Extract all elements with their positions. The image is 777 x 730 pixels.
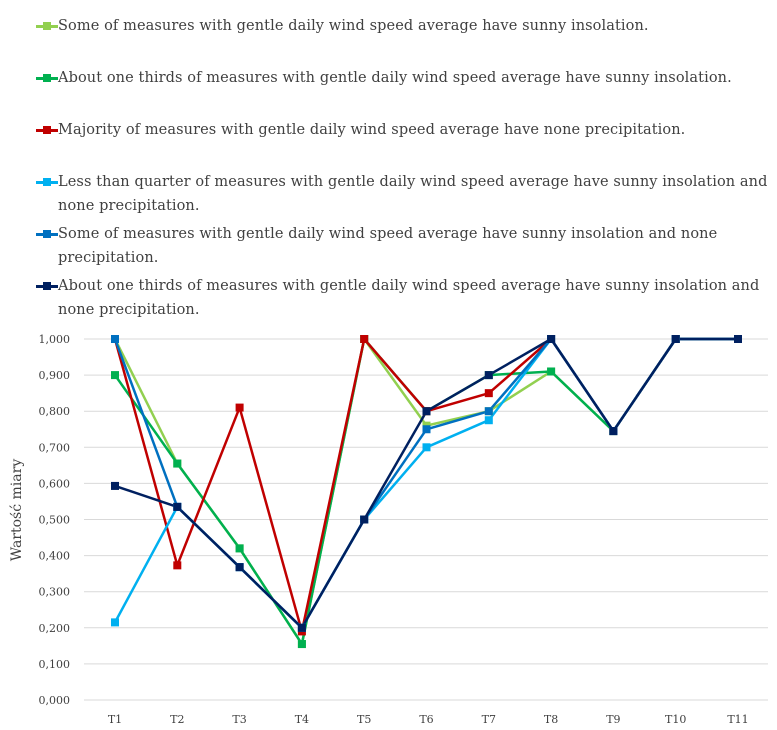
data-point-s6-T8	[547, 335, 556, 343]
data-point-s6-T4	[297, 623, 306, 632]
y-tick-label: 0,400	[39, 550, 71, 563]
data-point-s3-T3	[235, 403, 244, 412]
legend-swatch-2	[36, 68, 58, 88]
data-point-s5-T1	[111, 335, 119, 343]
legend-label-4: Less than quarter of measures with gentl…	[58, 174, 768, 214]
data-point-s6-T3	[235, 563, 244, 572]
y-tick-label: 0,600	[39, 477, 71, 490]
data-point-s4-T1	[111, 618, 119, 627]
y-tick-label: 0,000	[39, 694, 71, 707]
series-markers	[111, 335, 742, 649]
data-point-s6-T1	[111, 481, 119, 490]
data-point-s5-T7	[484, 407, 493, 416]
legend-item-5: Some of measures with gentle daily wind …	[36, 224, 771, 270]
x-tick-label: T7	[482, 713, 496, 726]
data-point-s6-T7	[484, 371, 493, 380]
y-tick-label: 1,000	[39, 333, 71, 346]
x-tick-label: T8	[544, 713, 558, 726]
x-tick-label: T2	[170, 713, 184, 726]
data-point-s2-T1	[111, 371, 119, 380]
legend-label-5: Some of measures with gentle daily wind …	[58, 226, 718, 266]
legend-swatch-3	[36, 120, 58, 140]
data-point-s3-T5	[360, 335, 369, 343]
data-point-s4-T6	[422, 443, 431, 452]
legend-swatch-5	[36, 224, 58, 244]
legend-item-6: About one thirds of measures with gentle…	[36, 276, 771, 322]
gridlines	[84, 338, 768, 701]
data-point-s6-T2	[173, 502, 182, 511]
legend-swatch-1	[36, 16, 58, 36]
legend-label-3: Majority of measures with gentle daily w…	[58, 122, 686, 138]
x-tick-label: T1	[108, 713, 122, 726]
x-tick-label: T6	[419, 713, 433, 726]
legend-item-3: Majority of measures with gentle daily w…	[36, 120, 771, 142]
data-point-s2-T8	[547, 367, 556, 376]
legend-swatch-6	[36, 276, 58, 296]
x-tick-label: T10	[665, 713, 686, 726]
x-axis-ticks: T1 T2 T3 T4 T5 T6 T7 T8 T9 T10 T11	[108, 713, 749, 726]
data-point-s6-T6	[422, 407, 431, 416]
data-point-s6-T11	[734, 335, 742, 343]
data-point-s5-T6	[422, 425, 431, 434]
data-point-s4-T7	[484, 416, 493, 425]
x-tick-label: T4	[295, 713, 309, 726]
y-tick-label: 0,900	[39, 369, 71, 382]
y-axis-title: Wartość miary	[9, 459, 25, 562]
y-tick-label: 0,100	[39, 658, 71, 671]
legend-item-4: Less than quarter of measures with gentl…	[36, 172, 771, 218]
y-tick-label: 0,700	[39, 441, 71, 454]
data-point-s3-T2	[173, 561, 182, 570]
y-axis-ticks: 0,000 0,100 0,200 0,300 0,400 0,500 0,600 0,700…	[39, 333, 71, 707]
data-point-s6-T9	[609, 427, 618, 436]
data-point-s2-T3	[235, 544, 244, 553]
data-point-s2-T2	[173, 459, 182, 468]
y-tick-label: 0,500	[39, 514, 71, 527]
data-point-s6-T5	[360, 515, 369, 524]
x-tick-label: T5	[357, 713, 371, 726]
legend-item-1: Some of measures with gentle daily wind …	[36, 16, 771, 38]
legend-label-6: About one thirds of measures with gentle…	[58, 278, 760, 318]
data-point-s6-T10	[671, 335, 680, 343]
data-point-s3-T7	[484, 389, 493, 398]
legend-item-2: About one thirds of measures with gentle…	[36, 68, 771, 90]
x-tick-label: T3	[232, 713, 246, 726]
x-tick-label: T9	[606, 713, 620, 726]
y-tick-label: 0,300	[39, 586, 71, 599]
legend-label-2: About one thirds of measures with gentle…	[58, 70, 732, 86]
x-tick-label: T11	[727, 713, 748, 726]
y-tick-label: 0,200	[39, 622, 71, 635]
legend-swatch-4	[36, 172, 58, 192]
y-tick-label: 0,800	[39, 405, 71, 418]
data-point-s2-T4	[297, 640, 306, 649]
legend-label-1: Some of measures with gentle daily wind …	[58, 18, 649, 34]
series-lines	[113, 337, 738, 646]
